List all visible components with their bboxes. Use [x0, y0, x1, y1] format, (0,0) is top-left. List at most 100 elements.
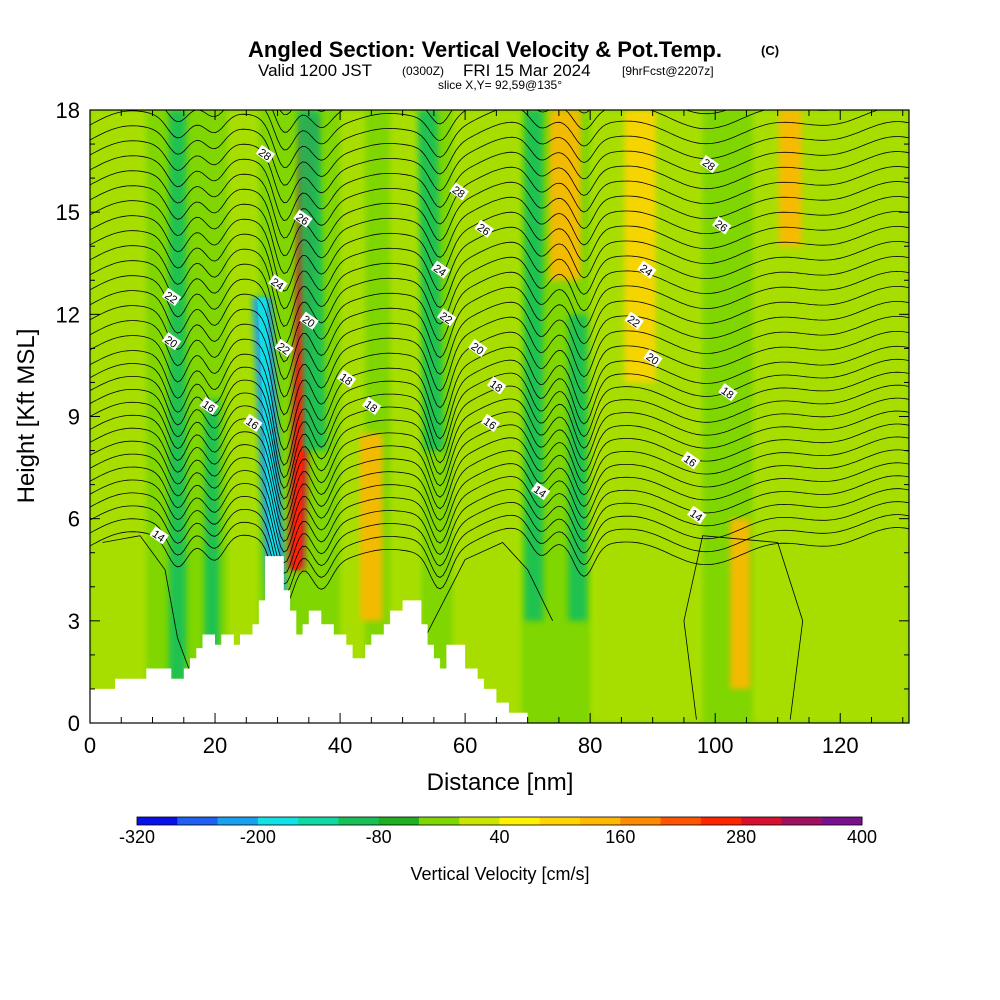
contour-label: 22 [274, 338, 294, 358]
theta-contour [90, 449, 909, 542]
colorbar-swatch [137, 817, 178, 825]
contour-label-text: 20 [162, 334, 179, 351]
colorbar-swatch [177, 817, 219, 825]
theta-contour [90, 514, 909, 596]
theta-contour [90, 226, 909, 310]
contour-label: 26 [712, 216, 732, 235]
theta-contour [90, 488, 909, 574]
velocity-band [227, 110, 259, 723]
theta-contour [90, 211, 909, 292]
contour-label: 18 [336, 369, 357, 388]
colorbar-tick-label: 400 [847, 827, 877, 847]
contour-label-text: 22 [275, 341, 292, 358]
theta-contour [90, 410, 909, 511]
contour-label-text: 22 [625, 314, 642, 331]
contour-label: 16 [243, 413, 263, 433]
theta-contour [683, 535, 804, 720]
contour-label-text: 24 [431, 262, 448, 279]
y-tick-label: 0 [68, 711, 80, 736]
theta-contour [90, 436, 909, 532]
contour-label-bg [530, 481, 551, 501]
contour-label-bg [624, 311, 644, 330]
x-axis-label: Distance [nm] [427, 769, 574, 796]
x-tick-label: 80 [578, 733, 602, 758]
contour-label: 16 [480, 413, 501, 433]
colorbar-swatch [257, 817, 299, 825]
plot-area: 14 14 14 16 16 16 16 18 18 18 18 20 20 20 20 22 22 22 22 24… [90, 110, 909, 723]
y-tick-label: 18 [56, 98, 80, 123]
contour-label-bg [680, 451, 701, 470]
colorbar-swatch [217, 817, 259, 825]
colorbar-swatch [298, 817, 339, 825]
colorbar-swatch [821, 817, 863, 825]
contour-label-text: 28 [256, 147, 273, 164]
contour-label-bg [436, 308, 457, 327]
contour-label-bg [643, 349, 663, 368]
slice-text: slice X,Y= 92,59@135° [438, 78, 562, 92]
subtitle-date: FRI 15 Mar 2024 [463, 61, 591, 80]
theta-contour [90, 270, 909, 363]
colorbar-swatch [781, 817, 823, 825]
colorbar-swatch [700, 817, 742, 825]
theta-contour [420, 542, 554, 645]
contour-label-text: 26 [712, 218, 729, 235]
chart-title-mark: (C) [761, 43, 779, 58]
velocity-feature [778, 110, 802, 247]
theta-contour [90, 136, 909, 204]
contour-label: 28 [449, 182, 469, 201]
contour-label-bg [274, 338, 294, 358]
theta-contour [90, 181, 909, 257]
x-tick-label: 100 [697, 733, 734, 758]
contour-label-text: 22 [162, 290, 179, 307]
contour-label-text: 22 [437, 310, 454, 327]
contour-label-layer: 14 14 14 16 16 16 16 18 18 18 18 20 20 20 20 22 22 22 22 24… [149, 144, 738, 545]
contour-label-bg [361, 396, 382, 415]
contour-label-bg [712, 216, 732, 235]
chart-title: Angled Section: Vertical Velocity & Pot.… [248, 37, 722, 62]
contour-label-text: 16 [681, 453, 698, 470]
contour-label-text: 28 [450, 184, 467, 201]
contour-label-bg [299, 311, 319, 330]
x-tick-label: 40 [328, 733, 352, 758]
theta-contour [90, 241, 909, 328]
contour-label-bg [699, 154, 719, 174]
colorbar-swatch [620, 817, 662, 825]
colorbar-swatch [539, 817, 581, 825]
contour-label-text: 26 [294, 211, 311, 228]
contour-label-text: 28 [700, 157, 717, 174]
x-tick-label: 0 [84, 733, 96, 758]
colorbar-tick-label: -200 [240, 827, 276, 847]
theta-contour [90, 358, 909, 466]
contour-label-bg [255, 144, 276, 163]
contour-label-text: 18 [487, 378, 504, 395]
contour-label-bg [268, 274, 288, 293]
theta-contour [102, 535, 191, 673]
velocity-feature [417, 110, 444, 451]
velocity-band [340, 110, 366, 723]
colorbar-swatch [418, 817, 460, 825]
contour-label: 22 [436, 308, 457, 327]
terrain-mask [90, 556, 909, 723]
colorbar-tick-label: -80 [366, 827, 392, 847]
contour-label-bg [243, 413, 263, 432]
contour-label: 24 [636, 260, 657, 279]
theta-contour [90, 316, 909, 416]
contour-label: 20 [161, 332, 182, 351]
contour-label: 20 [299, 311, 319, 330]
theta-contour [90, 110, 880, 168]
contour-label: 18 [361, 396, 382, 416]
colorbar-swatch [741, 817, 782, 825]
contour-label-bg [468, 338, 488, 358]
contour-label-text: 20 [469, 341, 486, 358]
colorbar-label: Vertical Velocity [cm/s] [410, 864, 589, 884]
contour-label-text: 26 [475, 222, 492, 239]
y-tick-label: 3 [68, 609, 80, 634]
contour-label-bg [718, 383, 738, 402]
velocity-feature [297, 110, 327, 451]
y-axis-label: Height [Kft MSL] [13, 329, 40, 504]
contour-label-text: 20 [644, 351, 661, 368]
contour-label-bg [430, 260, 451, 279]
contour-label: 22 [624, 311, 644, 331]
contour-label: 26 [474, 219, 494, 239]
